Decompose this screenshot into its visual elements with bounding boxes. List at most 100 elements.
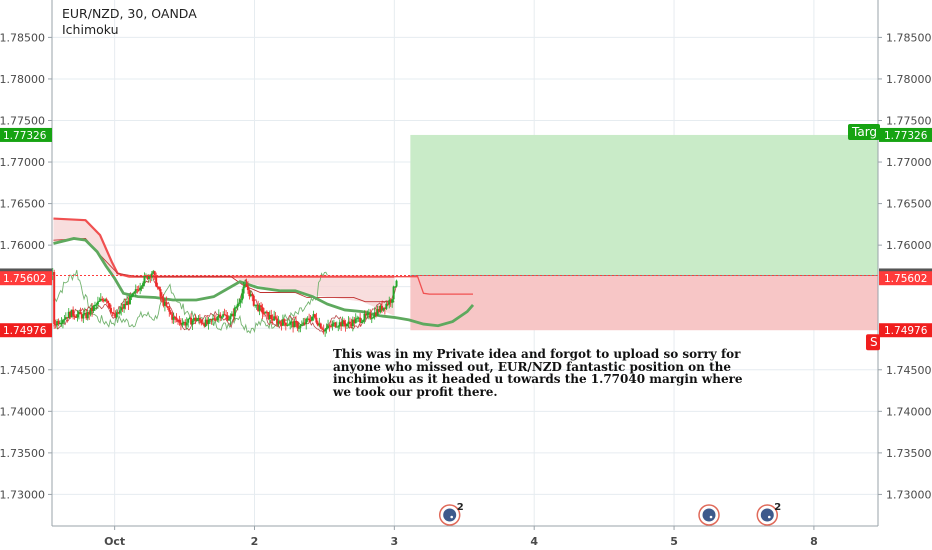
candle-body xyxy=(341,320,344,327)
candle-body xyxy=(203,323,206,327)
x-tick-label: 4 xyxy=(530,535,538,548)
candle-body xyxy=(149,275,152,278)
candle-body xyxy=(108,303,111,309)
y-tick-label-left: 1.77000 xyxy=(0,156,45,169)
candle-body xyxy=(143,275,146,284)
candle-body xyxy=(123,303,126,309)
candle-body xyxy=(206,319,209,324)
candle-body xyxy=(392,286,395,300)
candle-body xyxy=(274,316,277,319)
candle-body xyxy=(327,325,330,328)
candle-body xyxy=(344,323,347,327)
candle-body xyxy=(312,314,315,317)
candle-body xyxy=(265,311,268,313)
y-tick-label-left: 1.73000 xyxy=(0,488,45,501)
candle-body xyxy=(165,301,168,307)
idea-note: This was in my Private idea and forgot t… xyxy=(333,347,743,399)
candle-body xyxy=(257,304,260,311)
candle-body xyxy=(187,318,190,323)
candle-body xyxy=(51,272,54,276)
candle-body xyxy=(395,280,398,287)
indicator-label[interactable]: Ichimoku xyxy=(62,22,119,37)
x-tick-label: Oct xyxy=(104,535,125,548)
candle-body xyxy=(315,317,318,323)
price-tag-left-text: 1.77326 xyxy=(3,130,47,142)
candle-body xyxy=(360,321,363,323)
event-flag-icon xyxy=(702,508,716,522)
y-tick-label-right: 1.73000 xyxy=(886,488,932,501)
candle-body xyxy=(366,313,369,316)
candle-body xyxy=(110,308,112,313)
candle-body xyxy=(245,284,248,287)
candle-body xyxy=(276,318,279,324)
candle-body xyxy=(319,323,322,329)
candle-body xyxy=(156,286,159,288)
candle-body xyxy=(210,319,213,321)
candle-body xyxy=(83,312,86,315)
candle-body xyxy=(283,319,286,323)
price-tag-left xyxy=(0,323,52,338)
candle-body xyxy=(124,303,127,306)
candle-body xyxy=(139,287,142,291)
candle-body xyxy=(76,314,79,318)
candle-body xyxy=(267,312,270,320)
price-tag-right-text: 1.77326 xyxy=(884,130,928,142)
candle-body xyxy=(201,323,204,325)
symbol-label[interactable]: EUR/NZD, 30, OANDA xyxy=(62,6,197,21)
price-tag-right-text: 1.74976 xyxy=(884,325,928,337)
candle-body xyxy=(168,307,171,312)
candle-body xyxy=(244,284,247,287)
candle-body xyxy=(378,309,381,312)
candle-body xyxy=(228,319,230,321)
candle-body xyxy=(354,318,357,324)
candle-body xyxy=(376,309,379,316)
candle-body xyxy=(69,311,72,318)
candle-body xyxy=(316,322,319,326)
candle-body xyxy=(184,322,187,326)
span-a-line xyxy=(53,217,395,278)
candle-body xyxy=(181,323,184,325)
candle-body xyxy=(177,319,180,321)
candle-body xyxy=(128,296,131,305)
candle-body xyxy=(188,317,191,319)
y-tick-label-left: 1.74500 xyxy=(0,364,45,377)
candle-body xyxy=(131,293,134,297)
candle-body xyxy=(375,312,378,316)
candle-body xyxy=(347,321,350,325)
candle-body xyxy=(222,314,225,317)
candle-body xyxy=(277,321,280,324)
candle-body xyxy=(93,304,96,307)
candle-body xyxy=(268,314,271,320)
candle-body xyxy=(92,306,95,311)
candle-body xyxy=(89,307,92,315)
candle-body xyxy=(343,320,346,324)
candle-body xyxy=(195,319,198,321)
candle-body xyxy=(356,317,359,319)
candle-body xyxy=(162,298,165,306)
candle-body xyxy=(321,328,324,330)
price-tag-left-text: 1.74976 xyxy=(3,325,47,337)
candle-body xyxy=(79,311,82,315)
price-tag-left xyxy=(0,271,52,286)
candle-body xyxy=(152,271,155,274)
candle-body xyxy=(214,319,217,321)
candle-body xyxy=(305,318,308,325)
candle-body xyxy=(169,311,172,315)
candle-body xyxy=(350,323,353,327)
candle-body xyxy=(324,329,327,332)
candle-body xyxy=(91,307,94,311)
candle-body xyxy=(172,317,175,320)
candle-body xyxy=(54,324,57,326)
span-b-line xyxy=(53,237,475,328)
candle-body xyxy=(278,321,281,323)
candle-body xyxy=(70,309,73,318)
candle-body xyxy=(101,298,104,301)
candle-body xyxy=(290,321,293,323)
candle-body xyxy=(198,318,201,321)
candle-body xyxy=(233,307,236,317)
candle-body xyxy=(63,319,66,321)
candle-body xyxy=(299,325,302,328)
stop-zone xyxy=(410,275,878,331)
